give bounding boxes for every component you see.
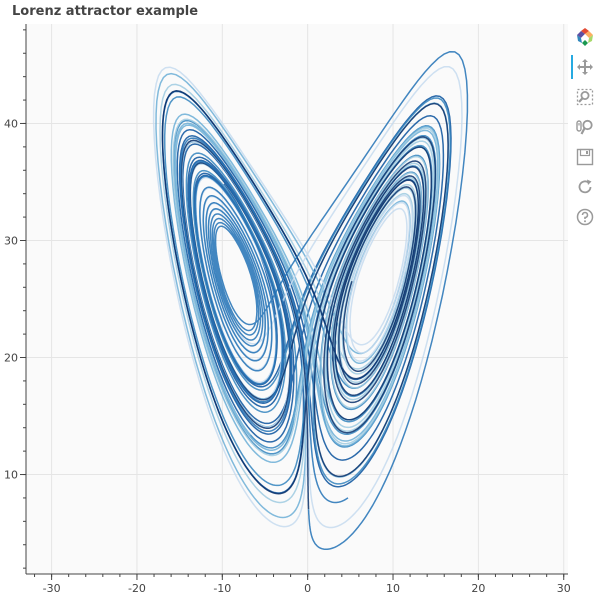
y-tick-label: 30 [4, 234, 18, 247]
x-tick-label: -10 [213, 582, 231, 595]
help-tool-button[interactable] [570, 202, 600, 232]
x-tick-label: 0 [304, 582, 311, 595]
wheel-zoom-tool-icon [576, 119, 593, 135]
x-tick-label: -30 [43, 582, 61, 595]
bokeh-logo[interactable] [570, 22, 600, 52]
x-tick-label: 10 [386, 582, 400, 595]
box-zoom-tool-icon [576, 88, 594, 106]
help-tool-icon [576, 208, 594, 226]
trajectory-segment-7 [179, 50, 469, 551]
y-tick-label: 10 [4, 469, 18, 482]
y-tick-label: 20 [4, 352, 18, 365]
wheel-zoom-tool-button[interactable] [570, 112, 600, 142]
trajectory-segment-6 [161, 89, 449, 510]
x-tick-label: -20 [128, 582, 146, 595]
reset-tool-icon [578, 179, 592, 194]
toolbar [570, 22, 600, 232]
plot-background [26, 24, 568, 574]
reset-tool-button[interactable] [570, 172, 600, 202]
y-tick-label: 40 [4, 117, 18, 130]
bokeh-logo-icon [577, 28, 593, 46]
pan-tool-button[interactable] [570, 52, 600, 82]
axes: -30 -20 -10 0 10 20 30 10 20 30 40 [4, 24, 571, 595]
x-tick-label: 20 [471, 582, 485, 595]
save-tool-button[interactable] [570, 142, 600, 172]
x-tick-label: 30 [557, 582, 571, 595]
pan-tool-icon [577, 59, 593, 75]
save-tool-icon [576, 148, 594, 166]
box-zoom-tool-button[interactable] [570, 82, 600, 112]
trajectory-lines [152, 50, 469, 551]
chart-title: Lorenz attractor example [12, 4, 199, 19]
